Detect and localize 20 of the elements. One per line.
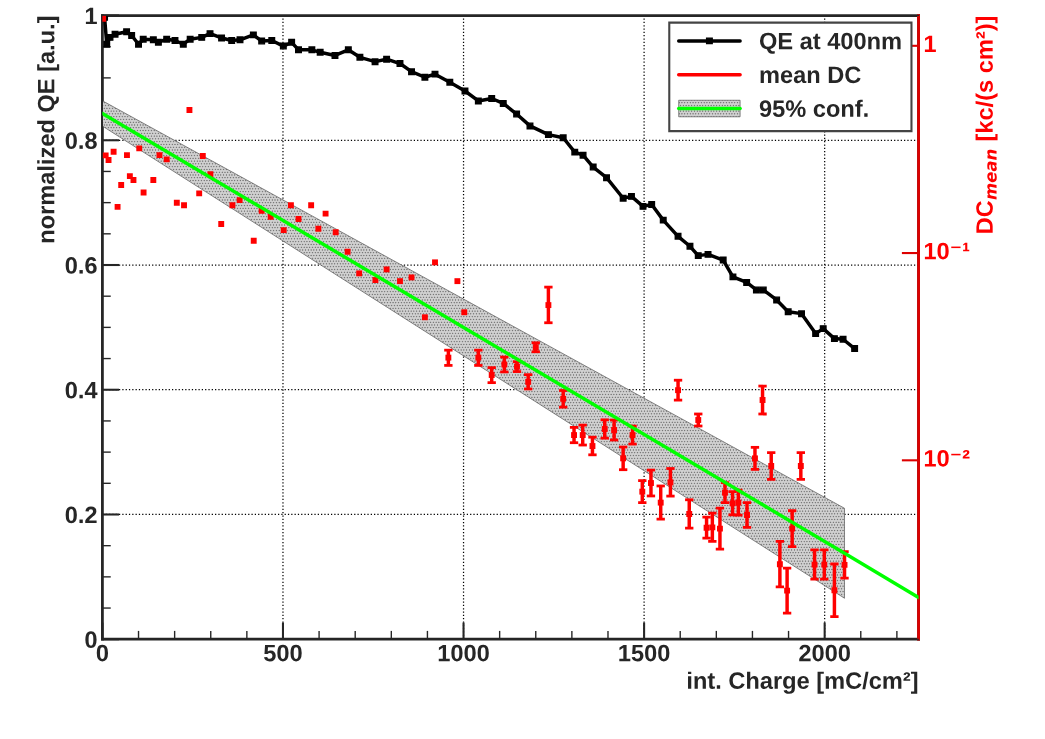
y2-tick-label: 10⁻¹ bbox=[924, 242, 970, 260]
x-tick-label: 1000 bbox=[438, 644, 489, 662]
x-tick-label: 2000 bbox=[799, 644, 850, 662]
x-tick-label: 500 bbox=[264, 644, 302, 662]
y-tick-label: 0.6 bbox=[65, 257, 97, 274]
y-tick-label: 0.8 bbox=[65, 132, 97, 150]
y-tick-label: 0.2 bbox=[65, 506, 97, 524]
x-axis-title: int. Charge [mC/cm²] bbox=[688, 671, 918, 694]
x-tick-label: 1500 bbox=[619, 644, 670, 662]
y-tick-label: 0 bbox=[85, 631, 97, 649]
y2-axis-title: DC$_{mean}$ [kc/(s cm²)] bbox=[975, 16, 998, 233]
y-tick-label: 1 bbox=[85, 7, 97, 25]
x-tick-label: 0 bbox=[96, 644, 109, 662]
y2-tick-label: 1 bbox=[924, 35, 936, 52]
y2-tick-label: 10⁻² bbox=[924, 449, 970, 467]
legend-label: 95% conf. bbox=[759, 99, 868, 118]
y-tick-label: 0.4 bbox=[65, 381, 98, 399]
legend-label: QE at 400nm bbox=[759, 32, 901, 54]
y-axis-title: normalized QE [a.u.] bbox=[37, 16, 60, 243]
legend-label: mean DC bbox=[760, 66, 861, 84]
